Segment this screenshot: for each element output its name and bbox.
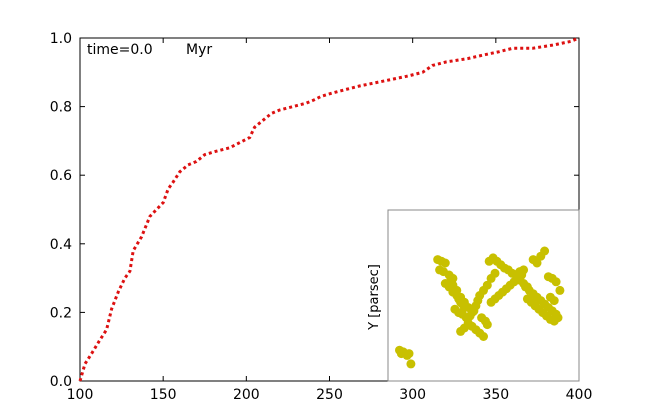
x-tick-label: 350 — [482, 387, 509, 403]
scatter-point — [456, 326, 466, 336]
y-tick-label: 0.2 — [50, 305, 72, 321]
scatter-point — [406, 359, 416, 369]
time-unit-annotation: Myr — [186, 42, 212, 58]
x-tick-label: 250 — [316, 387, 343, 403]
scatter-point — [522, 282, 532, 292]
y-tick-label: 1.0 — [50, 31, 72, 47]
x-tick-label: 100 — [67, 387, 94, 403]
time-annotation: time=0.0 — [87, 42, 153, 58]
scatter-point — [549, 296, 559, 306]
scatter-point — [486, 297, 496, 307]
scatter-point — [555, 285, 565, 295]
y-tick-label: 0.8 — [50, 100, 72, 116]
scatter-point — [551, 277, 561, 287]
scatter-point — [477, 313, 487, 323]
y-tick-label: 0.4 — [50, 237, 72, 253]
scatter-point — [446, 275, 456, 285]
scatter-point — [482, 280, 492, 290]
x-tick-label: 400 — [566, 387, 593, 403]
inset-y-axis-label: Y [parsec] — [367, 264, 382, 331]
x-tick-label: 200 — [233, 387, 260, 403]
scatter-point — [404, 349, 414, 359]
scatter-point — [540, 246, 550, 256]
x-tick-label: 300 — [399, 387, 426, 403]
inset-scatter-plot — [387, 209, 580, 382]
x-tick-label: 150 — [150, 387, 177, 403]
scatter-point — [479, 332, 488, 341]
main-plot: 100 150 200 250 300 350 400 0.0 0.2 0.4 0.6 0.8 1.0 — [50, 31, 593, 403]
scatter-point — [532, 258, 542, 268]
scatter-point — [440, 258, 450, 268]
scatter-point — [522, 294, 532, 304]
cumulative-line-series — [78, 36, 580, 382]
y-tick-label: 0.0 — [50, 374, 72, 390]
y-tick-label: 0.6 — [50, 168, 72, 184]
scatter-point — [456, 292, 466, 302]
scatter-point — [490, 268, 500, 278]
